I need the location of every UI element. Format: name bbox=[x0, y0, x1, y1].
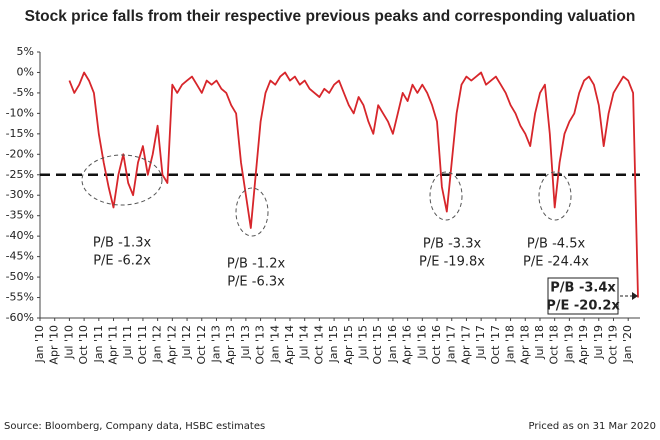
x-tick-label: Oct '16 bbox=[430, 325, 443, 365]
x-tick-label: Jul '19 bbox=[592, 325, 605, 360]
highlight-circle bbox=[235, 187, 269, 237]
x-tick-label: Oct '15 bbox=[371, 325, 384, 365]
annotation-pe: P/E -20.2x bbox=[546, 299, 620, 314]
x-tick-label: Jan '19 bbox=[562, 325, 575, 363]
highlight-circle bbox=[81, 154, 163, 206]
x-tick-label: Jan '10 bbox=[33, 325, 46, 363]
x-tick-label: Apr '18 bbox=[518, 325, 531, 365]
x-tick-label: Jan '13 bbox=[209, 325, 222, 363]
x-tick-label: Jul '15 bbox=[357, 325, 370, 360]
x-tick-label: Jan '17 bbox=[445, 325, 458, 363]
x-tick-label: Jul '18 bbox=[533, 325, 546, 360]
y-tick-label: -20% bbox=[6, 147, 34, 160]
x-tick-label: Oct '13 bbox=[254, 325, 267, 365]
x-tick-label: Oct '18 bbox=[548, 325, 561, 365]
y-tick-label: -45% bbox=[6, 250, 34, 263]
y-tick-label: -60% bbox=[6, 311, 34, 324]
note: Priced as on 31 Mar 2020 bbox=[529, 421, 656, 432]
highlight-circle bbox=[538, 171, 572, 221]
x-tick-label: Jul '11 bbox=[121, 325, 134, 360]
source: Source: Bloomberg, Company data, HSBC es… bbox=[4, 421, 265, 432]
x-tick-label: Apr '10 bbox=[48, 325, 61, 365]
annotation-pe: P/E -6.3x bbox=[227, 275, 285, 290]
y-tick-label: -25% bbox=[6, 168, 34, 181]
x-tick-label: Jul '16 bbox=[415, 325, 428, 360]
annotation-pb: P/B -1.3x bbox=[93, 236, 152, 251]
y-tick-label: -15% bbox=[6, 127, 34, 140]
annotation-pb: P/B -3.4x bbox=[550, 281, 616, 296]
x-tick-label: Oct '10 bbox=[77, 325, 90, 365]
x-tick-label: Oct '14 bbox=[312, 325, 325, 365]
y-tick-label: -55% bbox=[6, 291, 34, 304]
x-tick-label: Jul '14 bbox=[298, 325, 311, 360]
y-tick-label: -35% bbox=[6, 209, 34, 222]
x-tick-label: Jan '20 bbox=[621, 325, 634, 363]
x-tick-label: Jul '10 bbox=[62, 325, 75, 360]
y-tick-label: -10% bbox=[6, 106, 34, 119]
y-tick-label: -5% bbox=[13, 86, 34, 99]
x-tick-label: Jan '16 bbox=[386, 325, 399, 363]
annotation-pe: P/E -19.8x bbox=[419, 255, 485, 270]
x-tick-label: Apr '11 bbox=[107, 325, 120, 365]
y-tick-label: -50% bbox=[6, 270, 34, 283]
x-tick-label: Jul '12 bbox=[180, 325, 193, 360]
x-tick-label: Apr '13 bbox=[224, 325, 237, 365]
x-tick-label: Jan '18 bbox=[504, 325, 517, 363]
annotation-pb: P/B -4.5x bbox=[527, 237, 586, 252]
x-tick-label: Jul '13 bbox=[239, 325, 252, 360]
x-tick-label: Jan '14 bbox=[268, 325, 281, 363]
annotation-box bbox=[547, 277, 619, 315]
x-tick-label: Jan '11 bbox=[92, 325, 105, 363]
x-tick-label: Oct '12 bbox=[195, 325, 208, 365]
highlight-circle bbox=[429, 171, 463, 221]
x-tick-label: Apr '17 bbox=[459, 325, 472, 365]
x-tick-label: Jan '15 bbox=[327, 325, 340, 363]
annotation-pb: P/B -3.3x bbox=[423, 237, 482, 252]
annotation-pe: P/E -24.4x bbox=[523, 255, 589, 270]
x-tick-label: Apr '16 bbox=[401, 325, 414, 365]
x-tick-label: Jan '12 bbox=[151, 325, 164, 363]
y-tick-label: -40% bbox=[6, 229, 34, 242]
annotation-pb: P/B -1.2x bbox=[227, 257, 286, 272]
x-tick-label: Oct '11 bbox=[136, 325, 149, 365]
line bbox=[68, 71, 639, 298]
arrow-head bbox=[632, 292, 638, 300]
x-tick-label: Apr '12 bbox=[165, 325, 178, 365]
x-tick-label: Apr '15 bbox=[342, 325, 355, 365]
annotation-pe: P/E -6.2x bbox=[93, 254, 151, 269]
chart-title: Stock price falls from their respective … bbox=[25, 8, 636, 25]
x-tick-label: Oct '17 bbox=[489, 325, 502, 365]
y-tick-label: -30% bbox=[6, 188, 34, 201]
y-tick-label: 0% bbox=[17, 65, 34, 78]
x-tick-label: Apr '14 bbox=[283, 325, 296, 365]
y-tick-label: 5% bbox=[17, 45, 34, 58]
x-tick-label: Apr '19 bbox=[577, 325, 590, 365]
x-tick-label: Jul '17 bbox=[474, 325, 487, 360]
x-tick-label: Oct '19 bbox=[606, 325, 619, 365]
